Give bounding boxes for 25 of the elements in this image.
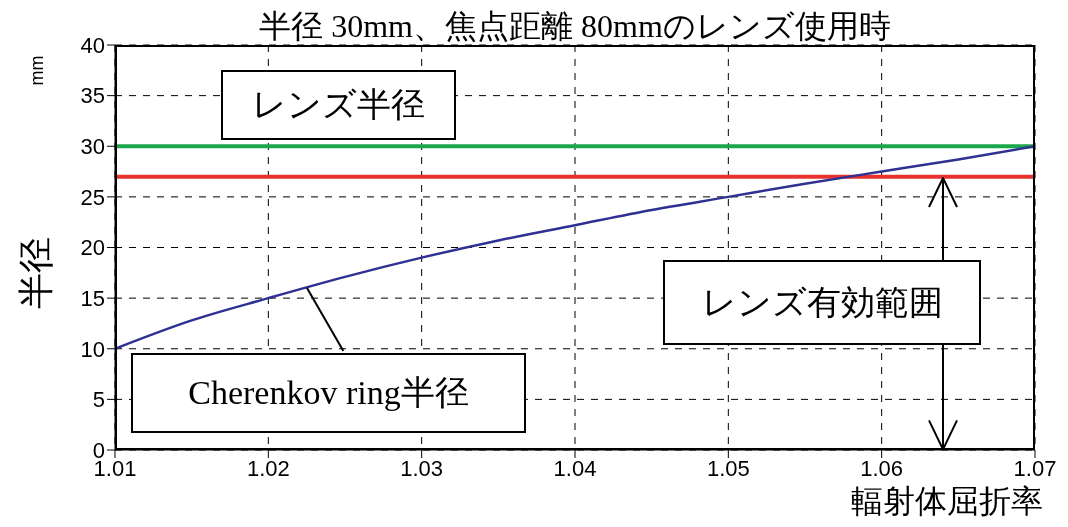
callout-box: レンズ半径 <box>221 70 456 140</box>
line-series <box>115 145 1035 350</box>
x-tick-label: 1.07 <box>1013 455 1057 481</box>
y-tick-label: 5 <box>92 387 105 413</box>
y-tick-label: 15 <box>80 285 105 311</box>
y-tick-label: 35 <box>80 83 105 109</box>
callout-box: レンズ有効範囲 <box>663 260 981 345</box>
y-tick-label: 10 <box>80 336 105 362</box>
x-tick-label: 1.02 <box>246 455 290 481</box>
ref-line-label: レンズ半径 <box>252 85 425 125</box>
x-tick-label: 1.04 <box>553 455 597 481</box>
y-tick-label: 40 <box>80 32 105 58</box>
x-axis-title: 輻射体屈折率 <box>851 482 1043 521</box>
x-tick-label: 1.06 <box>860 455 904 481</box>
y-tick-label: 25 <box>80 184 105 210</box>
x-tick-label: 1.05 <box>706 455 750 481</box>
annotation: レンズ有効範囲 <box>701 282 943 323</box>
annotation: Cherenkov ring半径 <box>188 373 469 413</box>
y-tick-label: 20 <box>80 235 105 261</box>
chart-title: 半径 30mm、焦点距離 80mmのレンズ使用時 <box>258 8 892 44</box>
x-tick-label: 1.03 <box>400 455 444 481</box>
y-axis-title: 半径 <box>14 236 57 309</box>
text: mm <box>26 55 48 86</box>
y-tick-label: 30 <box>80 134 105 160</box>
callout-box: Cherenkov ring半径 <box>131 353 526 433</box>
